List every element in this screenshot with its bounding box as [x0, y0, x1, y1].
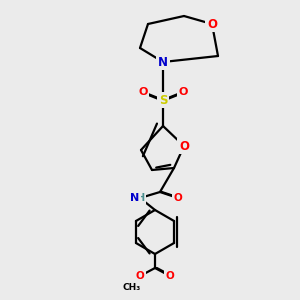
Text: S: S	[159, 94, 167, 106]
Text: O: O	[138, 87, 148, 97]
Text: O: O	[207, 17, 217, 31]
Text: N: N	[158, 56, 168, 68]
Text: O: O	[179, 140, 189, 152]
Text: O: O	[178, 87, 188, 97]
Text: O: O	[166, 271, 174, 281]
Text: O: O	[174, 193, 182, 203]
Text: O: O	[136, 271, 144, 281]
Text: H: H	[136, 193, 144, 203]
Text: N: N	[130, 193, 140, 203]
Text: CH₃: CH₃	[123, 284, 141, 292]
